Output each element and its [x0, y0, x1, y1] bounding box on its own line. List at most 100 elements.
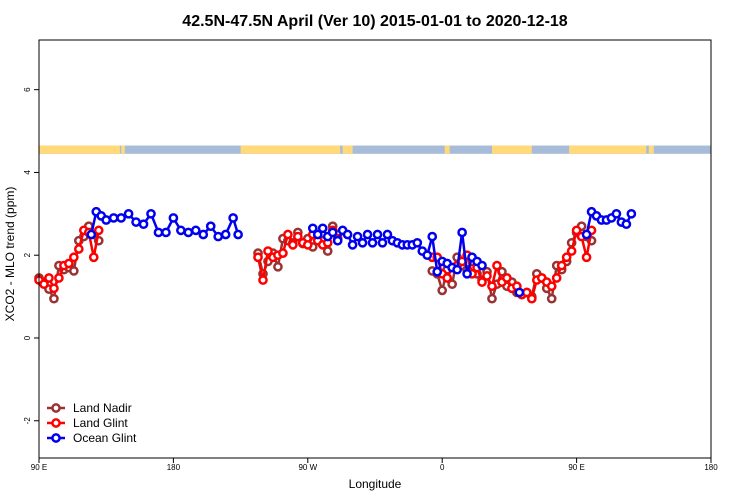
- legend-label-land-glint: Land Glint: [73, 416, 128, 430]
- data-point-ocean-glint: [312, 229, 323, 240]
- data-point-ocean-glint: [581, 229, 592, 240]
- data-point-ocean-glint: [233, 229, 243, 240]
- data-point-land-glint: [526, 293, 537, 304]
- data-point-land-glint: [253, 252, 263, 263]
- data-point-land-glint: [278, 248, 288, 258]
- data-point-ocean-glint: [382, 229, 393, 240]
- data-point-ocean-glint: [307, 223, 318, 234]
- data-point-ocean-glint: [611, 208, 622, 219]
- data-point-ocean-glint: [317, 223, 328, 234]
- strip-land-segment: [240, 145, 341, 154]
- x-tick-label: 180: [167, 463, 181, 472]
- data-point-land-glint: [283, 229, 293, 240]
- series-layer: [34, 206, 637, 304]
- x-tick-label: 180: [704, 463, 718, 472]
- data-point-ocean-glint: [427, 231, 438, 242]
- y-axis-label: XCO2 - MLO trend (ppm): [3, 187, 17, 322]
- data-point-ocean-glint: [116, 213, 126, 223]
- data-point-ocean-glint: [190, 225, 201, 236]
- data-point-land-nadir: [273, 261, 283, 272]
- data-point-land-glint: [263, 246, 273, 256]
- strip-land-segment: [121, 145, 125, 154]
- x-tick-label: 90 W: [298, 463, 317, 472]
- data-point-land-glint: [302, 240, 313, 250]
- data-point-land-glint: [93, 225, 104, 236]
- data-point-land-glint: [482, 271, 492, 281]
- data-point-ocean-glint: [327, 227, 338, 238]
- axis-ticks: 90 E 180 90 W 0 90 E 180 -2 0 2 4 6: [23, 87, 718, 472]
- data-point-land-nadir: [546, 293, 557, 304]
- land-sea-strip: [39, 145, 711, 154]
- data-point-ocean-glint: [477, 260, 487, 271]
- strip-land-segment: [569, 145, 647, 154]
- series-ocean-glint: [86, 206, 637, 298]
- y-tick-label: 2: [23, 252, 32, 257]
- strip-land-segment: [39, 145, 119, 154]
- data-point-land-glint: [64, 258, 74, 269]
- data-point-ocean-glint: [621, 219, 632, 230]
- data-point-ocean-glint: [457, 227, 467, 238]
- x-tick-label: 90 E: [568, 463, 584, 472]
- data-point-land-glint: [54, 273, 64, 283]
- data-point-land-glint: [566, 246, 577, 256]
- data-point-ocean-glint: [342, 229, 353, 240]
- data-point-land-glint: [546, 281, 557, 292]
- data-point-land-glint: [292, 231, 303, 242]
- data-point-ocean-glint: [138, 219, 149, 230]
- data-point-ocean-glint: [86, 229, 97, 240]
- data-point-land-glint: [477, 277, 487, 287]
- data-point-ocean-glint: [347, 240, 358, 250]
- data-point-land-glint: [73, 244, 84, 254]
- x-axis-label: Longitude: [349, 477, 402, 491]
- data-point-ocean-glint: [146, 208, 156, 219]
- data-point-ocean-glint: [198, 229, 209, 240]
- data-point-ocean-glint: [412, 237, 423, 248]
- data-point-land-glint: [258, 275, 268, 285]
- data-point-land-nadir: [437, 285, 448, 296]
- data-point-ocean-glint: [626, 208, 637, 219]
- data-point-ocean-glint: [432, 266, 443, 277]
- strip-land-segment: [342, 145, 353, 154]
- data-point-land-glint: [492, 260, 502, 271]
- y-tick-label: 6: [23, 87, 32, 92]
- data-point-land-glint: [68, 252, 79, 263]
- data-point-land-glint: [551, 273, 562, 283]
- data-point-land-glint: [502, 273, 512, 283]
- data-point-land-glint: [88, 252, 99, 263]
- y-tick-label: 0: [23, 335, 32, 340]
- data-point-ocean-glint: [462, 268, 472, 279]
- data-point-ocean-glint: [362, 229, 373, 240]
- y-tick-label: -2: [23, 417, 32, 425]
- legend-marker-ocean-glint: [51, 433, 61, 443]
- data-point-ocean-glint: [123, 208, 134, 219]
- data-point-ocean-glint: [176, 225, 186, 236]
- data-point-land-nadir: [487, 293, 497, 304]
- data-point-ocean-glint: [183, 227, 194, 238]
- strip-land-segment: [491, 145, 532, 154]
- legend-label-land-nadir: Land Nadir: [73, 401, 132, 415]
- data-point-ocean-glint: [452, 264, 462, 275]
- data-point-ocean-glint: [213, 231, 224, 242]
- data-point-ocean-glint: [228, 213, 238, 223]
- data-point-land-nadir: [447, 279, 458, 290]
- legend-marker-land-nadir: [51, 403, 61, 413]
- strip-land-segment: [444, 145, 450, 154]
- data-point-land-glint: [581, 252, 592, 263]
- data-point-ocean-glint: [357, 237, 368, 248]
- data-point-ocean-glint: [514, 287, 525, 298]
- data-point-ocean-glint: [205, 221, 216, 232]
- strip-land-segment: [648, 145, 654, 154]
- data-point-ocean-glint: [377, 237, 388, 248]
- data-point-land-glint: [571, 225, 582, 236]
- strip-land-segment: [112, 145, 120, 154]
- data-point-land-glint: [487, 281, 497, 292]
- legend-marker-land-glint: [51, 418, 61, 428]
- strip-ocean: [39, 145, 711, 154]
- plot-frame: [38, 39, 712, 459]
- data-point-ocean-glint: [352, 231, 363, 242]
- data-point-land-glint: [561, 252, 572, 263]
- data-point-ocean-glint: [161, 227, 171, 238]
- data-point-ocean-glint: [422, 250, 433, 261]
